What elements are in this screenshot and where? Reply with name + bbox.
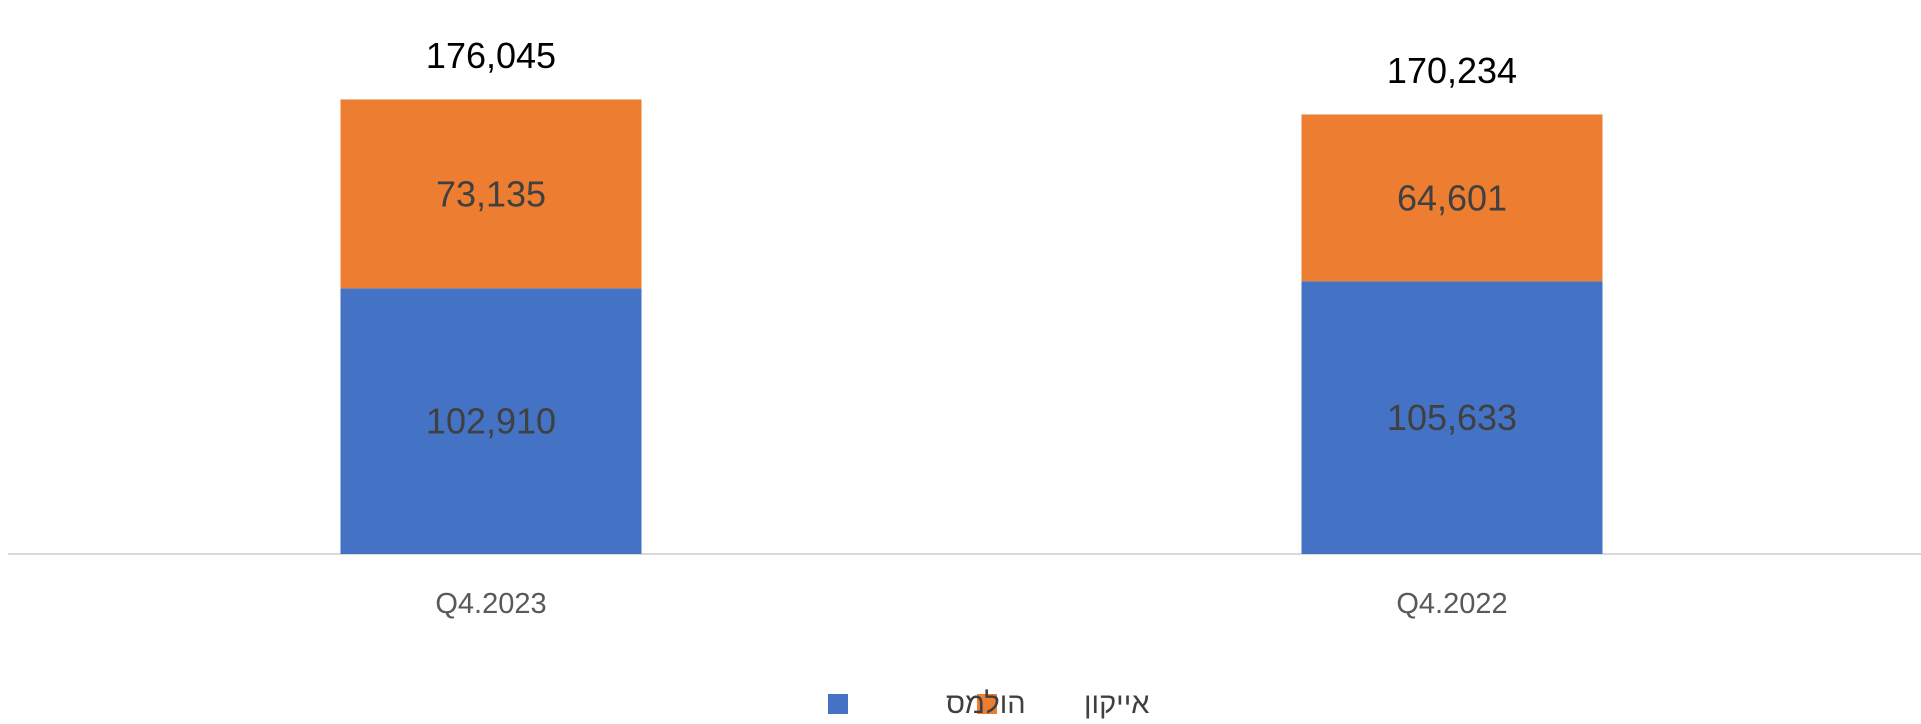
legend-label: אייקון bbox=[1084, 688, 1149, 720]
bar-segment-Q4.2022-series-1 bbox=[1301, 114, 1603, 282]
segment-value-label: 73,135 bbox=[436, 173, 546, 214]
x-tick-label: Q4.2022 bbox=[1396, 588, 1507, 620]
legend-swatch-series-0 bbox=[828, 694, 848, 714]
segment-value-label: 64,601 bbox=[1397, 177, 1507, 218]
legend-swatch-series-1 bbox=[977, 694, 997, 714]
segment-value-label: 105,633 bbox=[1387, 397, 1517, 438]
x-tick-label: Q4.2023 bbox=[435, 588, 546, 620]
bar-segment-Q4.2023-series-1 bbox=[340, 99, 642, 289]
legend-label: הולמס bbox=[946, 688, 1026, 720]
total-value-label: 176,045 bbox=[426, 35, 556, 76]
segment-value-label: 102,910 bbox=[426, 401, 556, 442]
bar-segment-Q4.2022-series-0 bbox=[1301, 281, 1603, 554]
total-value-label: 170,234 bbox=[1387, 50, 1517, 91]
bar-segment-Q4.2023-series-0 bbox=[340, 288, 642, 554]
